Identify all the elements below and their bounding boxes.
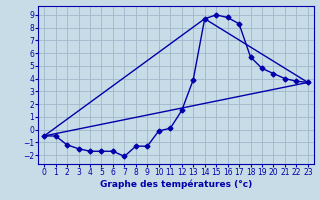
X-axis label: Graphe des températures (°c): Graphe des températures (°c): [100, 180, 252, 189]
